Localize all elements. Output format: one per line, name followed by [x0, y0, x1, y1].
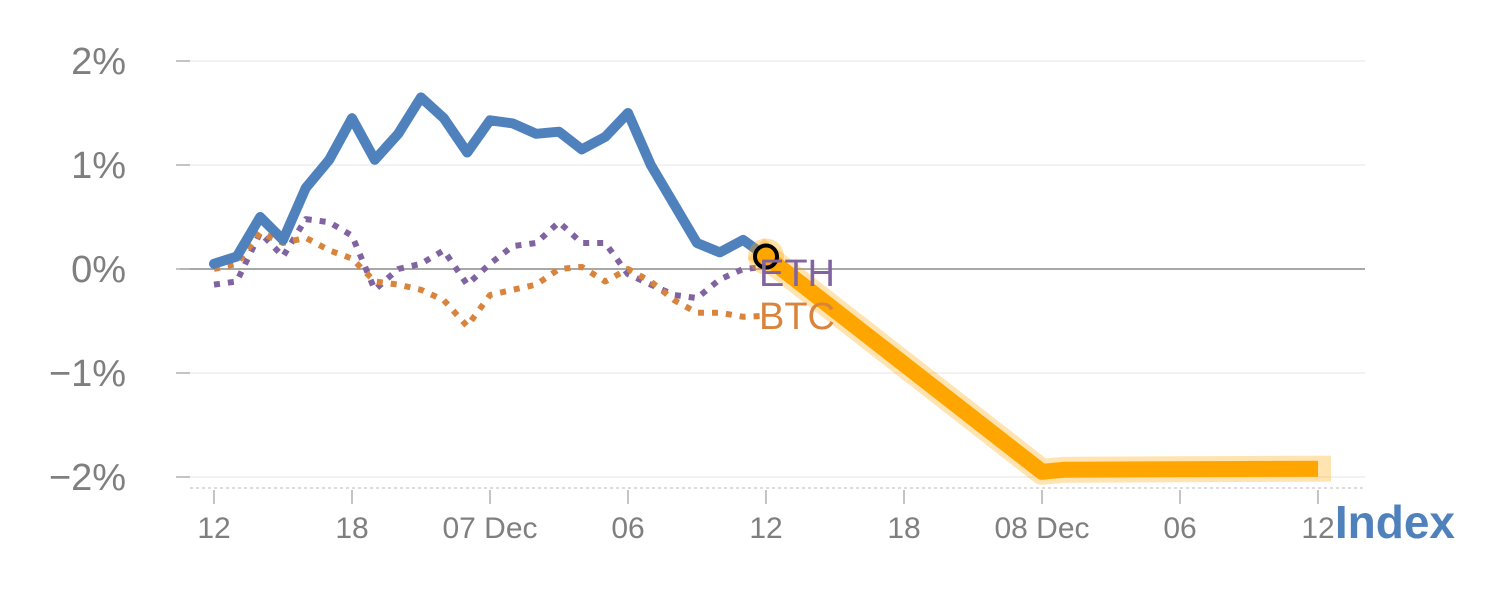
x-axis: 12 18 07 Dec 06 12 18 08 Dec 06 12	[197, 490, 1335, 545]
label-layer: ETH BTC Index	[759, 253, 1455, 548]
x-tick-label: 18	[335, 512, 368, 545]
index-highlight-line	[761, 250, 1319, 480]
x-tick-label: 12	[197, 512, 230, 545]
x-tick-label: 07 Dec	[442, 512, 537, 545]
x-tick-label: 06	[611, 512, 644, 545]
y-tick-label: 1%	[71, 145, 126, 187]
eth-end-label: ETH	[759, 253, 835, 295]
index-series-title: Index	[1335, 496, 1456, 548]
btc-end-label: BTC	[759, 296, 835, 338]
index-highlight-glow	[747, 238, 1332, 485]
x-tick-label: 08 Dec	[994, 512, 1089, 545]
index-line	[209, 92, 771, 269]
x-tick-label: 12	[1301, 512, 1334, 545]
eth-line	[213, 216, 767, 302]
y-tick-label: 0%	[71, 249, 126, 291]
x-tick-label: 18	[887, 512, 920, 545]
y-tick-label: −1%	[49, 353, 126, 395]
marker-layer	[748, 238, 784, 275]
series-layer	[209, 92, 1332, 485]
y-axis: 2% 1% 0% −1% −2%	[49, 41, 190, 499]
data-point-marker	[753, 243, 779, 270]
x-tick-label: 06	[1163, 512, 1196, 545]
y-tick-label: −2%	[49, 457, 126, 499]
btc-line	[213, 229, 767, 330]
y-tick-label: 2%	[71, 41, 126, 83]
x-tick-label: 12	[749, 512, 782, 545]
